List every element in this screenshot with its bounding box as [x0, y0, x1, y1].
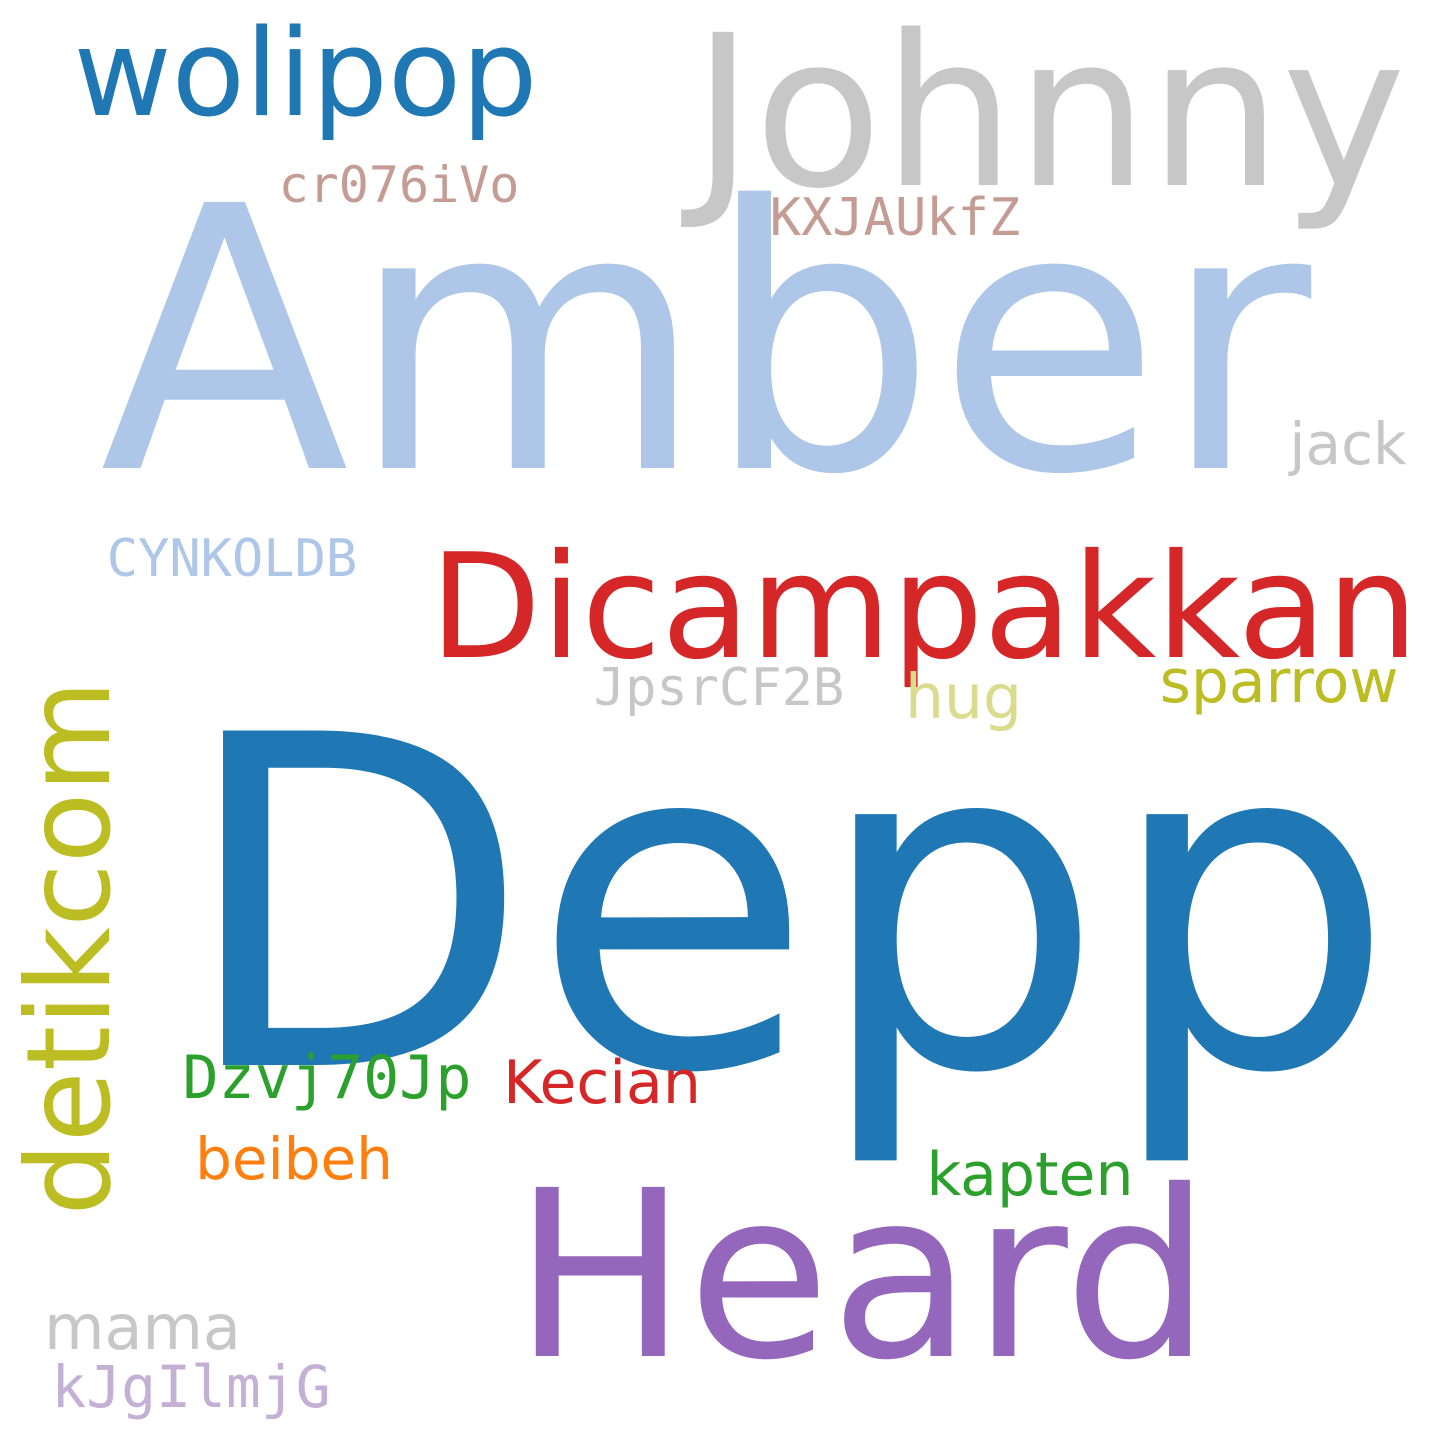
- word-kecian: Kecian: [503, 1048, 701, 1118]
- word-jpsrcf2b: JpsrCF2B: [593, 658, 845, 718]
- word-kxjaukfz: KXJAUkfZ: [769, 188, 1021, 248]
- word-mama: mama: [44, 1291, 241, 1364]
- word-beibeh: beibeh: [195, 1125, 393, 1193]
- word-heard: Heard: [513, 1141, 1211, 1411]
- word-jack: jack: [1289, 410, 1407, 478]
- word-johnny: Johnny: [692, 0, 1406, 235]
- word-wolipop: wolipop: [73, 5, 538, 144]
- word-depp: Depp: [178, 640, 1396, 1175]
- word-sparrow: sparrow: [1159, 647, 1399, 717]
- word-hug: hug: [905, 660, 1022, 733]
- word-kjgilmjg: kJgIlmjG: [51, 1353, 331, 1421]
- word-amber: Amber: [99, 130, 1312, 555]
- word-cynkoldb: CYNKOLDB: [106, 529, 358, 589]
- word-dicampakkan: Dicampakkan: [429, 523, 1419, 692]
- word-cr076ivo: cr076iVo: [278, 156, 520, 214]
- word-detikcom: detikcom: [3, 680, 138, 1216]
- word-kapten: kapten: [926, 1140, 1134, 1210]
- word-dzvj70jp: Dzvj70Jp: [182, 1043, 472, 1113]
